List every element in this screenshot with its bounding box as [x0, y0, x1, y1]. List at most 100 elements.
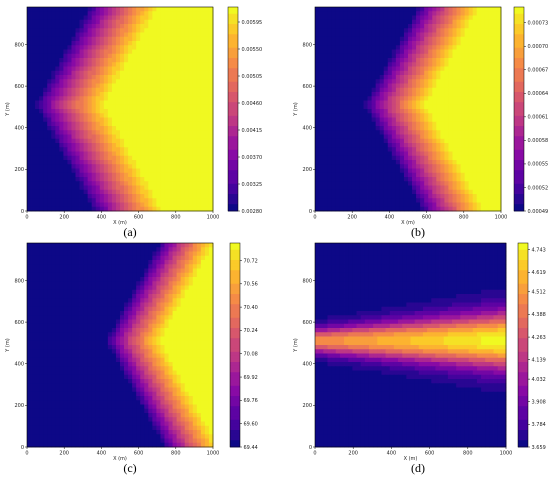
heat-cell: [351, 41, 356, 46]
heat-cell: [359, 66, 364, 72]
heat-cell: [464, 7, 470, 12]
heat-cell: [460, 109, 466, 114]
heat-cell: [35, 268, 40, 274]
heat-cell: [468, 185, 474, 191]
heat-cell: [39, 168, 44, 174]
colorbar-tick-label: 0.00055: [528, 162, 549, 168]
heat-cell: [180, 45, 186, 50]
heat-cell: [192, 15, 198, 21]
heat-cell: [319, 147, 324, 152]
heat-cell: [128, 113, 133, 118]
heat-cell: [319, 66, 324, 72]
heat-cell: [99, 83, 105, 89]
heat-cell: [391, 121, 397, 127]
heat-cell: [315, 32, 320, 38]
heat-cell: [476, 53, 482, 59]
heat-cell: [416, 117, 421, 123]
heat-cell: [31, 251, 36, 257]
heat-cell: [464, 24, 470, 29]
colorbar-segment: [228, 13, 238, 18]
heat-cell: [87, 138, 93, 144]
heat-cell: [103, 194, 109, 199]
heat-cell: [335, 75, 340, 80]
heat-cell: [111, 272, 117, 278]
heat-cell: [460, 113, 466, 118]
heat-cell: [208, 255, 214, 261]
heat-cell: [188, 255, 194, 261]
heat-cell: [120, 143, 125, 148]
heat-cell: [492, 36, 498, 42]
heat-cell: [136, 109, 141, 114]
heat-cell: [120, 181, 125, 186]
heat-cell: [55, 134, 60, 140]
heat-cell: [91, 83, 97, 89]
heat-cell: [87, 87, 93, 93]
heat-cell: [67, 11, 72, 16]
heat-cell: [319, 113, 324, 118]
heat-cell: [111, 36, 117, 42]
x-tick-label: 1000: [495, 215, 508, 221]
heat-cell: [412, 100, 417, 106]
heat-cell: [343, 83, 348, 89]
heat-cell: [196, 268, 202, 274]
heat-cell: [124, 126, 129, 131]
heat-cell: [180, 130, 186, 135]
heat-cell: [472, 189, 478, 195]
heat-cell: [339, 147, 344, 152]
heat-cell: [144, 15, 149, 21]
heat-cell: [31, 151, 36, 157]
heat-cell: [379, 36, 385, 42]
heat-cell: [111, 181, 117, 186]
heat-cell: [460, 151, 466, 157]
heat-cell: [456, 185, 461, 191]
heat-cell: [55, 36, 60, 42]
heat-cell: [323, 15, 328, 21]
heat-cell: [39, 28, 44, 33]
heat-cell: [204, 194, 210, 199]
heat-cell: [79, 100, 85, 106]
heat-cell: [456, 130, 461, 135]
heat-cell: [464, 185, 470, 191]
heat-cell: [379, 164, 385, 169]
heat-cell: [71, 36, 76, 42]
heat-cell: [347, 147, 352, 152]
heat-cell: [424, 117, 429, 123]
heat-cell: [200, 83, 206, 89]
heat-cell: [172, 168, 178, 174]
heat-cell: [436, 41, 441, 46]
heat-cell: [39, 11, 44, 16]
heat-cell: [331, 32, 336, 38]
heat-cell: [107, 194, 113, 199]
heat-cell: [144, 36, 149, 42]
heat-cell: [87, 83, 93, 89]
heat-cell: [204, 168, 210, 174]
heat-cell: [367, 49, 373, 55]
heat-cell: [335, 138, 340, 144]
heat-cell: [87, 134, 93, 140]
heat-cell: [204, 198, 210, 203]
heat-cell: [403, 134, 409, 140]
heat-cell: [55, 164, 60, 169]
heat-cell: [39, 126, 44, 131]
heat-cell: [144, 143, 149, 148]
heat-cell: [480, 49, 486, 55]
heat-cell: [331, 62, 336, 67]
heat-cell: [391, 206, 397, 212]
heat-cell: [444, 113, 449, 118]
heat-cell: [391, 138, 397, 144]
heat-cell: [420, 147, 425, 152]
heat-cell: [164, 134, 169, 140]
heat-cell: [331, 130, 336, 135]
heat-cell: [412, 143, 417, 148]
colorbar-segment: [514, 47, 524, 52]
heat-cell: [476, 194, 482, 199]
heat-cell: [148, 151, 153, 157]
heat-cell: [107, 24, 113, 29]
heat-cell: [412, 96, 417, 101]
heat-cell: [480, 24, 486, 29]
heat-cell: [383, 70, 389, 76]
heat-cell: [196, 62, 202, 67]
heat-cell: [71, 92, 76, 97]
heat-cell: [460, 7, 466, 12]
